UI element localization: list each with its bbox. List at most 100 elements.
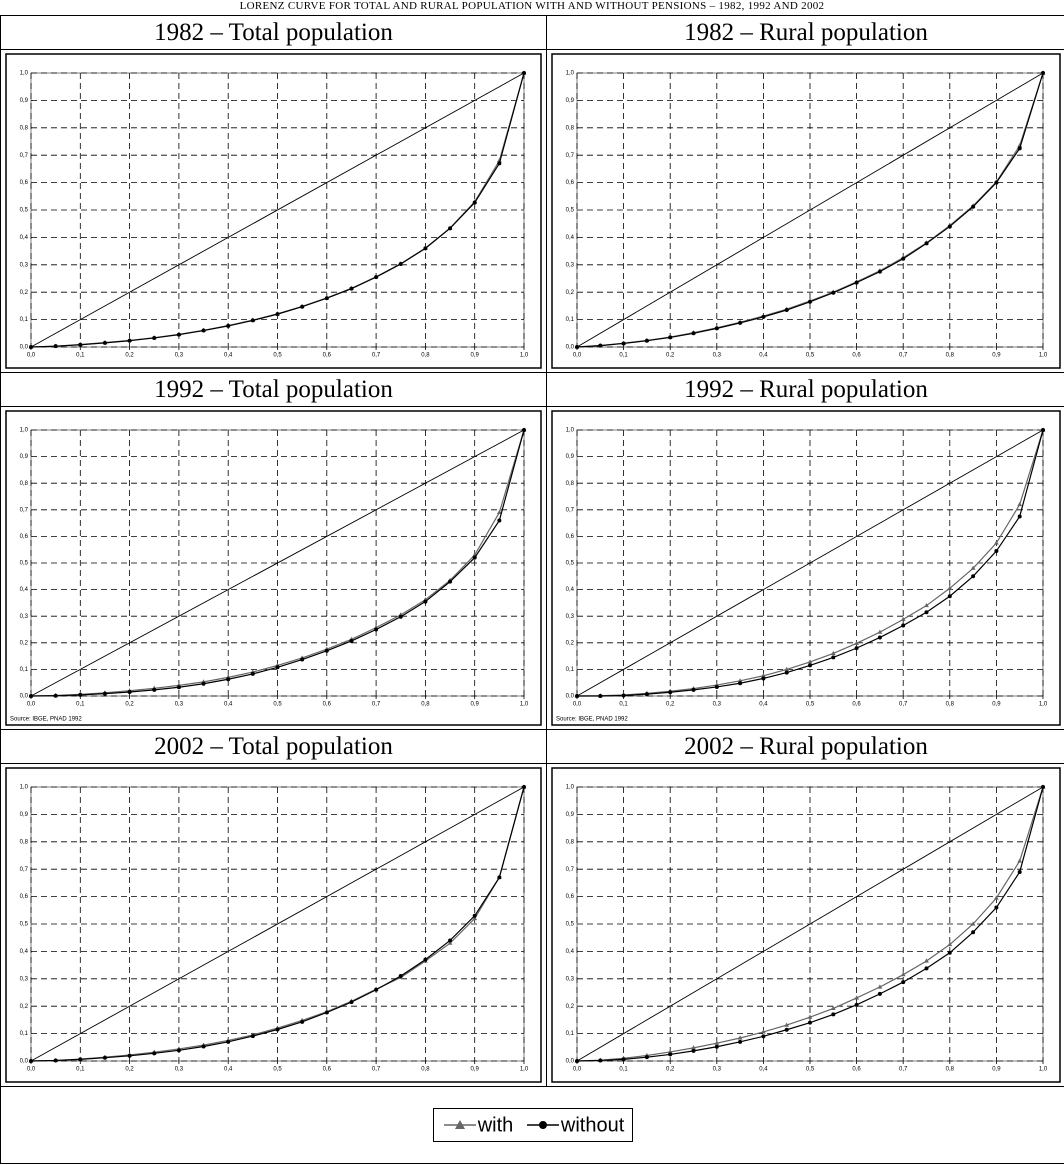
y-tick-label: 0,3 [566,262,575,268]
y-tick-label: 0,9 [566,812,575,818]
point-marker [947,585,953,590]
x-tick-label: 0,0 [27,702,36,708]
point-marker [472,555,477,560]
y-tick-label: 1,0 [20,428,29,434]
y-tick-label: 0,4 [20,949,29,955]
y-tick-label: 0,6 [20,894,29,900]
x-tick-label: 0,2 [666,702,675,708]
x-tick-label: 0,9 [992,702,1001,708]
point-marker [575,1059,579,1063]
point-marker [176,685,181,690]
y-tick-label: 0,7 [566,867,575,873]
x-tick-label: 0,8 [946,353,955,359]
chart-frame [551,767,1061,1083]
point-marker [994,540,999,545]
point-marker [423,246,428,251]
chart-svg: 0,0 0,1 0,2 0,3 0,4 0,5 0,6 0,7 0,8 0,9 1,0 0,0 0,1 0… [5,53,542,369]
x-tick-label: 0,7 [899,702,908,708]
point-marker [497,875,502,880]
point-marker [621,1057,626,1062]
x-tick-label: 0,5 [273,353,282,359]
equality-line [576,429,1044,697]
point-marker [522,428,526,432]
point-marker [201,1044,206,1049]
legend: with without [432,1107,634,1143]
point-marker [807,1014,813,1019]
legend-symbol [443,1120,476,1130]
point-marker [994,895,999,900]
y-tick-label: 0,7 [566,507,575,513]
point-marker [970,921,976,926]
chart-svg: 0,0 0,1 0,2 0,3 0,4 0,5 0,6 0,7 0,8 0,9 1,0 0,0 0,1 0… [551,767,1061,1083]
x-tick-label: 0,6 [852,1067,861,1073]
point-marker [831,290,836,295]
x-tick-label: 0,1 [619,1067,628,1073]
point-marker [349,638,354,643]
point-marker [831,655,836,660]
equality-line [30,72,525,348]
point-marker [78,1057,83,1062]
x-tick-label: 0,1 [619,353,628,359]
point-marker [1017,858,1023,863]
point-marker [398,974,403,979]
y-tick-label: 0,7 [20,867,29,873]
y-tick-label: 0,3 [566,976,575,982]
point-marker [738,1039,743,1044]
point-marker [644,338,649,343]
point-marker [575,345,579,349]
x-tick-label: 0,1 [76,702,85,708]
y-tick-label: 0,7 [20,507,29,513]
y-tick-label: 0,4 [566,949,575,955]
point-marker [808,1020,812,1025]
x-tick-label: 0,2 [125,702,134,708]
point-marker [691,687,696,692]
y-tick-label: 0,8 [566,839,575,845]
x-tick-label: 0,6 [323,702,332,708]
y-tick-label: 0,2 [566,640,575,646]
point-marker [1041,428,1045,432]
point-marker [53,1058,58,1063]
point-marker [924,958,929,963]
x-tick-label: 0,8 [421,702,430,708]
y-tick-label: 0,4 [20,587,29,593]
point-marker [924,610,929,615]
x-tick-label: 0,2 [666,353,675,359]
point-marker [808,299,812,304]
point-marker [127,690,132,695]
x-tick-label: 0,9 [471,1067,480,1073]
point-marker [497,518,502,523]
point-marker [102,691,107,696]
chart-table: 1982 – Total population 1982 – Rural popu… [0,15,1064,1164]
point-marker [423,599,428,604]
x-tick-label: 0,1 [619,702,628,708]
point-marker [761,1034,766,1039]
x-tick-label: 0,3 [713,353,722,359]
point-marker [994,549,999,554]
x-tick-label: 0,8 [946,702,955,708]
point-marker [900,972,906,977]
point-marker [448,579,453,584]
point-marker [667,1049,673,1054]
point-marker [854,1002,859,1007]
point-marker [994,180,999,185]
x-tick-label: 0,2 [125,353,134,359]
y-tick-label: 0,1 [566,1031,575,1037]
point-marker [496,509,502,515]
y-tick-label: 0,3 [20,614,29,620]
y-tick-label: 0,7 [20,153,29,159]
x-tick-label: 1,0 [520,353,529,359]
chart-frame [5,767,542,1083]
legend-cell: with without [0,1086,1064,1164]
y-tick-label: 0,2 [566,1004,575,1010]
point-marker [854,995,859,1000]
legend-label: without [560,1114,625,1137]
point-marker [152,687,157,692]
equality-line [576,72,1044,348]
x-tick-label: 0,0 [27,1067,36,1073]
point-marker [901,623,906,628]
y-tick-label: 0,8 [566,125,575,131]
point-marker [1017,146,1022,151]
chart: 0,0 0,1 0,2 0,3 0,4 0,5 0,6 0,7 0,8 0,9 1,0 0,0 0,1 0… [551,53,1061,369]
point-marker [201,328,206,333]
y-tick-label: 0,5 [566,922,575,928]
